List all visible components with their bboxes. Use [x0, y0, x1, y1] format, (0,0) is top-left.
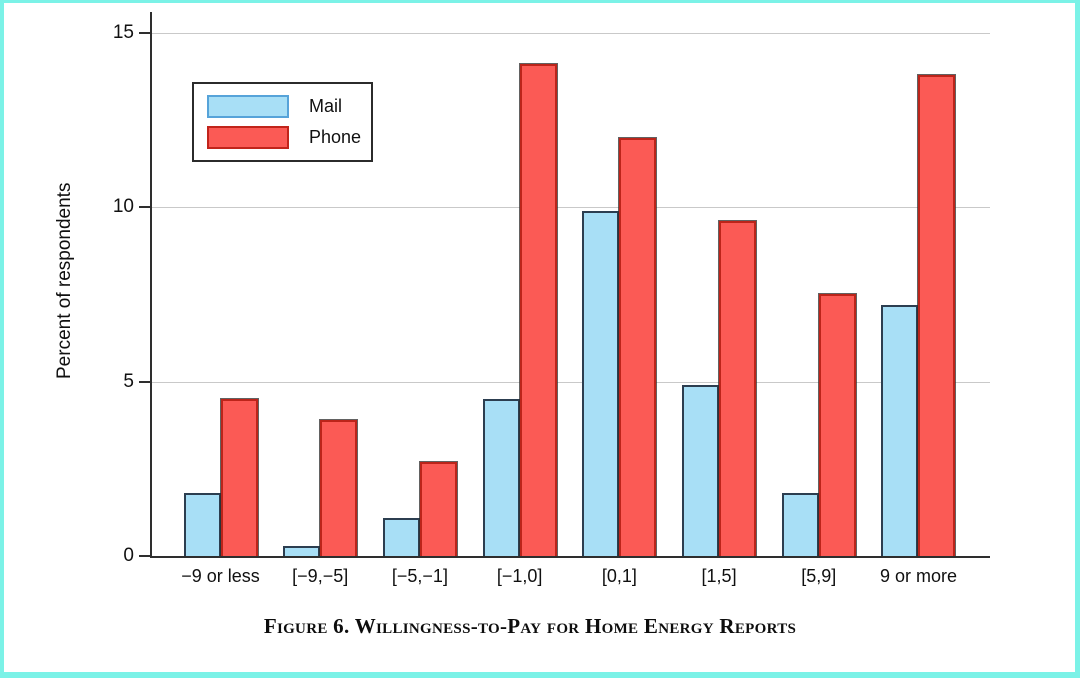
y-axis-line [150, 12, 152, 558]
y-tick-mark-10 [139, 206, 150, 209]
x-tick-label-3: [−1,0] [496, 566, 543, 586]
bar-phone-2 [419, 462, 457, 556]
bar-phone-3 [519, 64, 557, 556]
bar-phone-0 [220, 399, 258, 556]
bar-phone-4 [619, 138, 657, 556]
bar-mail-1 [283, 546, 321, 556]
y-tick-label-10: 10 [112, 196, 134, 218]
gridline-y15 [152, 33, 990, 34]
y-tick-label-15: 15 [112, 22, 134, 43]
y-tick-label-0: 0 [123, 545, 134, 566]
x-tick-label-2: [−5,−1] [391, 566, 448, 586]
figure-caption: Figure 6. Willingness-to-Pay for Home En… [263, 614, 797, 638]
x-tick-label-4: [0,1] [601, 566, 637, 586]
bar-mail-7 [881, 305, 919, 556]
legend-row-mail: Mail [207, 94, 371, 118]
bar-mail-2 [382, 518, 420, 556]
legend-swatch-mail [207, 94, 289, 118]
bar-phone-6 [818, 294, 856, 556]
bar-mail-4 [582, 211, 620, 556]
bar-mail-6 [781, 493, 819, 556]
y-tick-mark-15 [139, 32, 150, 34]
x-tick-label-6: [5,9] [801, 566, 837, 586]
bar-phone-5 [719, 221, 757, 556]
bar-mail-3 [482, 399, 520, 556]
y-tick-mark-0 [139, 555, 150, 557]
bar-mail-5 [682, 385, 720, 556]
x-tick-label-5: [1,5] [701, 566, 737, 586]
bar-mail-0 [183, 493, 221, 556]
legend-row-phone: Phone [207, 125, 371, 149]
legend: Mail Phone [192, 82, 373, 162]
legend-label-mail: Mail [309, 95, 343, 116]
x-axis-line [150, 556, 990, 558]
y-tick-label-5: 5 [123, 370, 134, 392]
bar-phone-7 [918, 75, 956, 556]
legend-swatch-phone [207, 125, 289, 149]
bar-phone-1 [320, 420, 358, 556]
x-tick-label-0: −9 or less [181, 566, 260, 586]
y-tick-mark-5 [139, 380, 150, 383]
plot-area [152, 33, 990, 556]
x-tick-label-1: [−9,−5] [292, 566, 349, 586]
legend-label-phone: Phone [309, 126, 362, 147]
x-tick-label-7: 9 or more [879, 566, 957, 586]
gridline-y5 [152, 381, 990, 383]
y-axis-title: Percent of respondents [54, 182, 75, 380]
gridline-y10 [152, 207, 990, 209]
